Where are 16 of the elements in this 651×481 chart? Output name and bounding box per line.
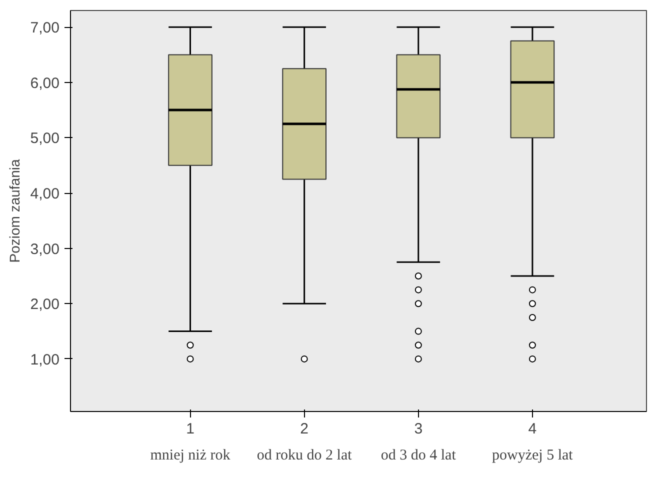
y-tick-label: 6,00 [30,74,60,92]
y-tick-label: 7,00 [30,20,60,37]
y-tick-label: 5,00 [30,130,60,148]
text: od 3 do 4 lat [380,448,457,464]
text: mniej niż rok [150,448,231,464]
x-tick-label: 2 [300,420,308,438]
x-tick-label: 4 [528,420,537,438]
y-tick-label: 1,00 [30,351,60,368]
y-axis-title: Poziom zaufania [6,159,22,263]
x-tick-label: 3 [414,420,423,438]
y-tick-label: 4,00 [30,186,60,203]
text: powyżej 5 lat [492,448,574,464]
text: od roku do 2 lat [256,448,353,464]
y-tick-label: 2,00 [30,296,60,314]
x-tick-label: 1 [186,420,194,438]
y-tick-label: 3,00 [30,240,60,258]
